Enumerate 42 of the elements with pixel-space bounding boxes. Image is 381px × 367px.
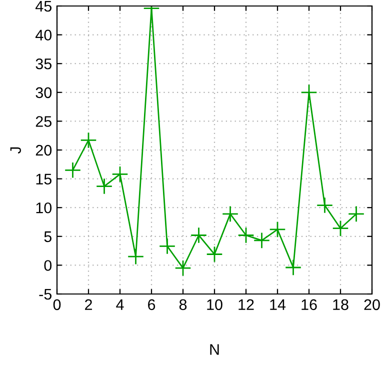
y-tick-label: 20: [36, 144, 52, 156]
point: [127, 248, 144, 265]
point: [284, 259, 302, 276]
y-tick-label: 0: [44, 260, 52, 271]
point: [206, 246, 223, 263]
x-tick-label: 14: [270, 299, 286, 310]
point: [269, 221, 286, 238]
point: [158, 238, 176, 255]
x-tick-label: 8: [179, 299, 187, 310]
point: [300, 84, 318, 101]
point: [80, 132, 97, 149]
point: [190, 226, 208, 244]
x-tick-label: 6: [148, 299, 156, 310]
x-tick-label: 12: [238, 299, 254, 310]
x-tick-label: 10: [207, 299, 222, 310]
y-tick-label: 45: [36, 1, 52, 12]
point: [222, 206, 239, 222]
y-tick-label: 5: [44, 231, 52, 242]
x-tick-label: 2: [85, 299, 92, 310]
point: [64, 162, 82, 178]
point: [174, 260, 192, 276]
y-tick-label: 30: [36, 87, 52, 98]
x-tick-label: 0: [53, 299, 61, 310]
point: [316, 196, 334, 214]
y-tick-label: -5: [39, 289, 52, 300]
point: [112, 166, 128, 183]
y-tick-label: 35: [36, 58, 52, 70]
x-tick-label: 4: [116, 299, 124, 310]
y-tick-label: 10: [36, 202, 52, 214]
x-tick-label: 16: [302, 299, 317, 310]
y-tick-label: 40: [36, 30, 52, 40]
x-tick-label: 18: [333, 299, 348, 310]
point: [96, 178, 113, 195]
y-tick-label: 15: [36, 174, 52, 184]
x-tick-label: 20: [364, 299, 380, 310]
y-axis-title: J: [10, 147, 22, 154]
y-tick-label: 25: [36, 116, 52, 127]
point: [332, 220, 349, 237]
point: [238, 226, 254, 244]
point: [253, 232, 270, 249]
x-axis-title: N: [210, 344, 219, 355]
point: [348, 206, 365, 222]
